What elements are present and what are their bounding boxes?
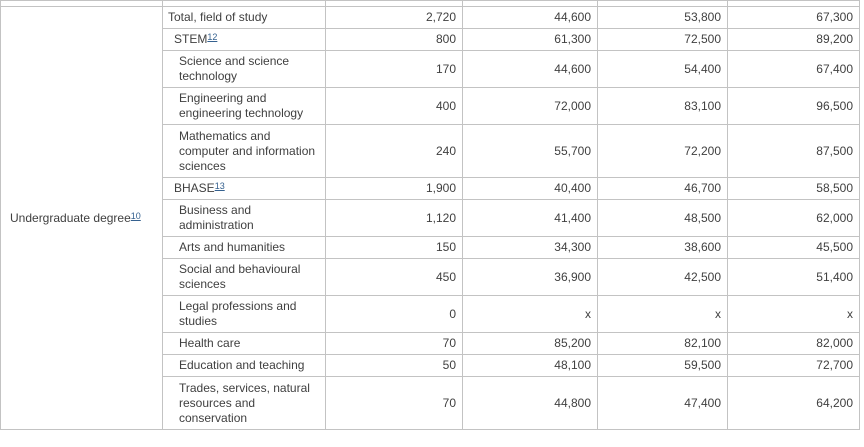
value-cell: 46,700 [597,177,728,200]
footnote-link[interactable]: 13 [214,181,225,191]
value-cell: 41,400 [462,199,598,237]
field-of-study-label: Legal professions and studies [179,299,297,328]
value-cell: 240 [325,124,463,178]
value-cell: 1,120 [325,199,463,237]
field-of-study-cell: Legal professions and studies [162,295,326,333]
field-of-study-earnings-table: Undergraduate degree10 Total, field of st… [0,0,860,430]
value-cell: 82,100 [597,332,728,355]
field-of-study-cell: STEM12 [162,28,326,51]
value-cell: 0 [325,295,463,333]
value-cell: 70 [325,376,463,430]
value-cell: 47,400 [597,376,728,430]
field-of-study-label: Business and administration [179,203,254,232]
value-cell: 72,000 [462,87,598,125]
value-cell: 82,000 [727,332,860,355]
value-cell: 150 [325,236,463,259]
value-cell: 62,000 [727,199,860,237]
value-cell: 45,500 [727,236,860,259]
field-of-study-cell: Business and administration [162,199,326,237]
field-of-study-label: Science and science technology [179,54,290,83]
field-of-study-label: STEM [174,32,208,46]
field-of-study-label: Health care [179,336,241,350]
value-cell: 400 [325,87,463,125]
table-row: STEM12 800 61,300 72,500 89,200 [1,28,860,51]
field-of-study-cell: Total, field of study [162,6,326,29]
value-cell: 67,400 [727,50,860,88]
table-row: Trades, services, natural resources and … [1,376,860,430]
value-cell: 2,720 [325,6,463,29]
value-cell: 42,500 [597,258,728,296]
field-of-study-label: Total, field of study [168,10,268,24]
field-of-study-label: Mathematics and computer and information… [179,128,316,173]
field-of-study-cell: BHASE13 [162,177,326,200]
value-cell: 54,400 [597,50,728,88]
field-of-study-label: Engineering and engineering technology [179,91,304,120]
table-row: Arts and humanities 150 34,300 38,600 45… [1,236,860,259]
table-row: Business and administration 1,120 41,400… [1,199,860,237]
value-cell: 450 [325,258,463,296]
field-of-study-cell: Arts and humanities [162,236,326,259]
value-cell: 59,500 [597,354,728,377]
value-cell: 85,200 [462,332,598,355]
value-cell: 87,500 [727,124,860,178]
value-cell: 170 [325,50,463,88]
table-row: Science and science technology 170 44,60… [1,50,860,88]
value-cell: 40,400 [462,177,598,200]
value-cell: 61,300 [462,28,598,51]
footnote-link[interactable]: 12 [207,32,218,42]
value-cell: 48,500 [597,199,728,237]
value-cell: 72,500 [597,28,728,51]
value-cell: x [597,295,728,333]
value-cell: 96,500 [727,87,860,125]
footnote-link[interactable]: 10 [130,210,141,221]
field-of-study-label: Arts and humanities [179,240,286,254]
value-cell: 64,200 [727,376,860,430]
value-cell: 800 [325,28,463,51]
value-cell: 48,100 [462,354,598,377]
field-of-study-label: Education and teaching [179,358,305,372]
table-row: Health care 70 85,200 82,100 82,000 [1,332,860,355]
field-of-study-cell: Education and teaching [162,354,326,377]
value-cell: 58,500 [727,177,860,200]
value-cell: 83,100 [597,87,728,125]
field-of-study-label: BHASE [174,181,215,195]
table-row: Mathematics and computer and information… [1,124,860,178]
field-of-study-label: Social and behavioural sciences [179,262,301,291]
value-cell: 53,800 [597,6,728,29]
value-cell: 51,400 [727,258,860,296]
table-row: Undergraduate degree10 Total, field of st… [0,6,860,430]
value-cell: 44,800 [462,376,598,430]
table-row: BHASE13 1,900 40,400 46,700 58,500 [1,177,860,200]
row-group-cell: Undergraduate degree10 [0,6,163,430]
value-cell: 1,900 [325,177,463,200]
field-of-study-cell: Health care [162,332,326,355]
field-of-study-cell: Trades, services, natural resources and … [162,376,326,430]
value-cell: 72,200 [597,124,728,178]
value-cell: x [462,295,598,333]
table-row: Legal professions and studies 0 x x x [1,295,860,333]
value-cell: 70 [325,332,463,355]
field-of-study-label: Trades, services, natural resources and … [179,380,310,425]
value-cell: x [727,295,860,333]
value-cell: 89,200 [727,28,860,51]
row-group-label: Undergraduate degree [10,210,131,225]
value-cell: 44,600 [462,6,598,29]
value-cell: 44,600 [462,50,598,88]
value-cell: 38,600 [597,236,728,259]
value-cell: 34,300 [462,236,598,259]
field-of-study-cell: Mathematics and computer and information… [162,124,326,178]
value-cell: 55,700 [462,124,598,178]
field-of-study-cell: Engineering and engineering technology [162,87,326,125]
value-cell: 67,300 [727,6,860,29]
value-cell: 72,700 [727,354,860,377]
value-cell: 36,900 [462,258,598,296]
value-cell: 50 [325,354,463,377]
field-of-study-cell: Science and science technology [162,50,326,88]
field-of-study-cell: Social and behavioural sciences [162,258,326,296]
